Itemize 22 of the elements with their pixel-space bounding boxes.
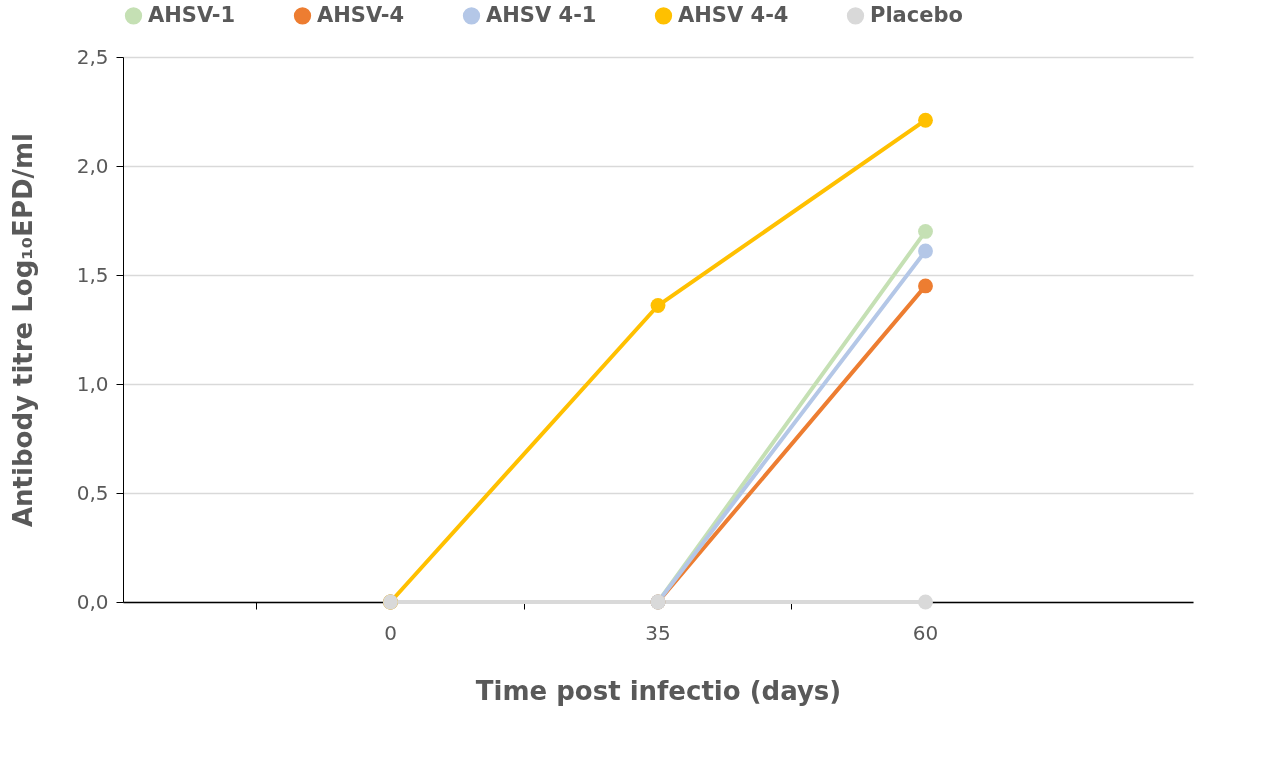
point [918, 278, 933, 294]
y-tick-label: 0,5 [76, 480, 109, 505]
legend-label: AHSV 4-4 [678, 2, 789, 27]
point [918, 243, 933, 259]
y-tick-label: 1,5 [76, 262, 109, 287]
point [918, 594, 933, 610]
x-tick-label: 35 [645, 620, 671, 645]
legend-label: AHSV-4 [317, 2, 405, 27]
legend-label: AHSV-1 [148, 2, 236, 27]
legend-label: AHSV 4-1 [486, 2, 597, 27]
y-tick-label: 2,0 [76, 153, 109, 178]
x-tick-label: 0 [384, 620, 397, 645]
y-tick-label: 1,0 [76, 371, 109, 396]
y-tick-label: 0,0 [76, 589, 109, 614]
point [918, 112, 933, 128]
x-tick-label: 60 [912, 620, 939, 645]
legend-label: Placebo [870, 2, 963, 27]
x-axis-title: Time post infectio (days) [475, 675, 842, 706]
point [918, 224, 933, 239]
y-axis-title: Antibody titre Log₁₀EPD/ml [7, 132, 38, 528]
y-tick-label: 2,5 [76, 44, 109, 69]
point [650, 298, 666, 313]
